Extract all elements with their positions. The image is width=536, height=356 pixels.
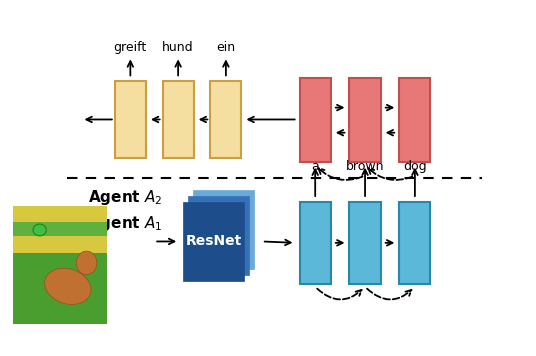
FancyBboxPatch shape [349, 202, 381, 284]
FancyArrowPatch shape [385, 240, 392, 246]
FancyArrowPatch shape [312, 169, 318, 196]
Text: brown: brown [346, 160, 384, 173]
FancyArrowPatch shape [336, 240, 343, 246]
FancyArrowPatch shape [153, 117, 160, 122]
Ellipse shape [76, 251, 97, 274]
FancyArrowPatch shape [338, 130, 345, 136]
Text: ResNet: ResNet [185, 235, 242, 248]
FancyArrowPatch shape [223, 61, 229, 75]
FancyArrowPatch shape [248, 117, 295, 122]
FancyArrowPatch shape [175, 61, 181, 75]
FancyArrowPatch shape [385, 105, 392, 110]
FancyArrowPatch shape [265, 240, 291, 245]
Bar [13, 253, 107, 324]
Text: ein: ein [217, 41, 235, 54]
Text: dog: dog [403, 160, 427, 173]
FancyBboxPatch shape [188, 196, 249, 275]
Text: a: a [311, 160, 319, 173]
Bar [13, 222, 107, 236]
FancyArrowPatch shape [368, 168, 412, 180]
FancyBboxPatch shape [162, 81, 193, 158]
FancyBboxPatch shape [300, 78, 331, 162]
Bar [13, 206, 107, 253]
FancyBboxPatch shape [183, 202, 243, 281]
FancyBboxPatch shape [193, 190, 254, 269]
FancyArrowPatch shape [157, 239, 174, 244]
FancyArrowPatch shape [200, 117, 207, 122]
Text: hund: hund [162, 41, 194, 54]
FancyArrowPatch shape [412, 169, 418, 196]
FancyArrowPatch shape [367, 289, 412, 299]
FancyArrowPatch shape [362, 169, 368, 196]
FancyArrowPatch shape [318, 168, 362, 180]
Text: greift: greift [114, 41, 147, 54]
FancyArrowPatch shape [86, 117, 112, 122]
FancyArrowPatch shape [317, 289, 362, 299]
FancyArrowPatch shape [336, 105, 343, 110]
FancyArrowPatch shape [388, 130, 394, 136]
FancyBboxPatch shape [349, 78, 381, 162]
Ellipse shape [44, 268, 91, 304]
FancyBboxPatch shape [300, 202, 331, 284]
FancyBboxPatch shape [399, 78, 430, 162]
Text: Agent $A_1$: Agent $A_1$ [88, 214, 162, 233]
FancyBboxPatch shape [399, 202, 430, 284]
FancyBboxPatch shape [115, 81, 146, 158]
Ellipse shape [33, 224, 46, 236]
FancyArrowPatch shape [128, 61, 133, 75]
FancyBboxPatch shape [210, 81, 241, 158]
Text: Agent $A_2$: Agent $A_2$ [88, 188, 162, 207]
